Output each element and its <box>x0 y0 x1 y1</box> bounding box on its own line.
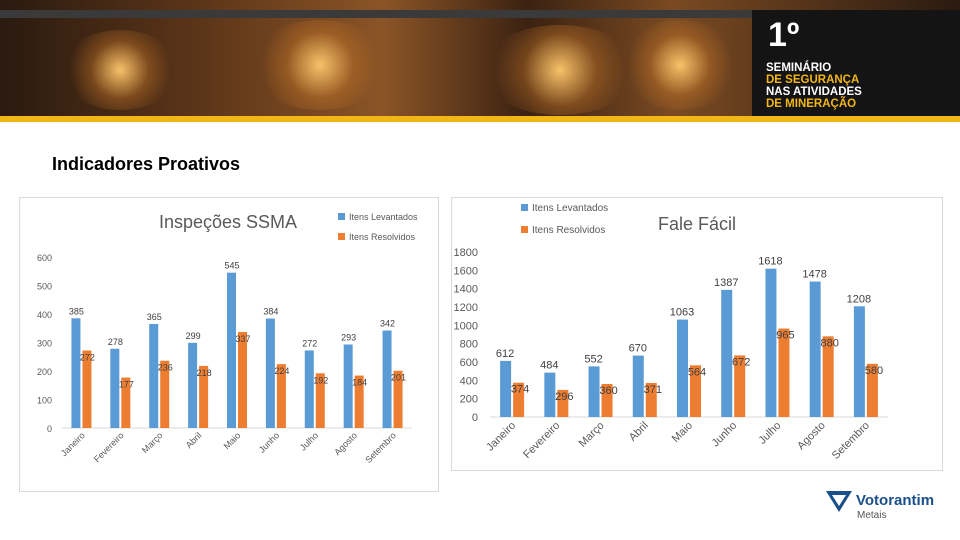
footer-sub: Metais <box>857 510 886 521</box>
logo-line: DE MINERAÇÃO <box>766 98 857 110</box>
votorantim-logo-icon: Votorantim Metais <box>826 491 934 521</box>
banner-top-stripe <box>0 10 960 18</box>
logo-number: 1º <box>768 16 800 54</box>
footer-logo: Votorantim Metais <box>826 488 946 527</box>
mine-light <box>60 30 180 110</box>
header-banner: 1º <box>0 0 960 122</box>
chart-frame-fale-facil <box>451 197 943 471</box>
mine-light <box>620 20 740 110</box>
mine-light <box>250 20 390 110</box>
logo-line: DE SEGURANÇA <box>766 74 860 86</box>
logo-line: SEMINÁRIO <box>766 62 832 74</box>
chart-frame-inspecoes <box>19 197 439 492</box>
banner-bottom-stripe <box>0 116 960 122</box>
logo-line: NAS ATIVIDADES <box>766 86 862 98</box>
mine-light <box>480 25 640 115</box>
event-logo <box>752 10 960 116</box>
footer-brand: Votorantim <box>856 492 934 509</box>
page-title: Indicadores Proativos <box>52 154 241 174</box>
